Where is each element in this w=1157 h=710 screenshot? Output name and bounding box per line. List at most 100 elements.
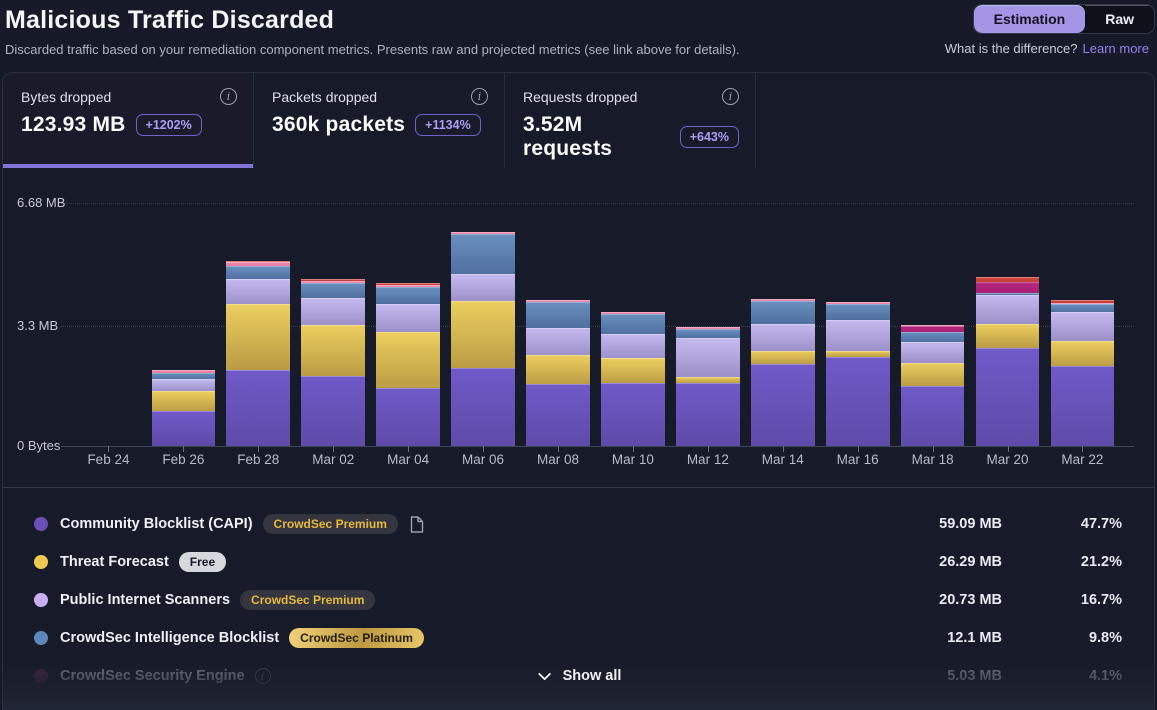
series-color-dot <box>34 517 48 531</box>
bar-slot <box>71 168 146 452</box>
tab-label: Requests dropped <box>523 88 638 105</box>
bar-segment <box>526 355 590 385</box>
x-axis-tick <box>258 446 260 452</box>
stacked-bar[interactable] <box>451 231 515 446</box>
bar-segment <box>1050 304 1115 313</box>
legend-percent: 9.8% <box>1088 630 1122 646</box>
stacked-bar[interactable] <box>601 312 665 446</box>
x-axis-tick <box>782 446 784 452</box>
header: Malicious Traffic Discarded Discarded tr… <box>0 0 1157 70</box>
tab-packets-dropped[interactable]: Packets dropped i 360k packets +1134% <box>254 73 505 168</box>
x-tick-label: Mar 06 <box>462 452 505 467</box>
x-tick-label: Mar 16 <box>836 452 879 467</box>
stacked-bar[interactable] <box>226 260 291 446</box>
tab-requests-dropped[interactable]: Requests dropped i 3.52M requests +643% <box>505 73 756 168</box>
bar-segment <box>601 312 665 314</box>
legend-percent: 47.7% <box>1080 516 1122 532</box>
legend-label: CrowdSec Security Engine <box>60 668 245 684</box>
info-icon[interactable]: i <box>722 88 739 105</box>
bar-slot <box>670 168 745 452</box>
info-icon[interactable]: i <box>471 88 488 105</box>
premium-badge: CrowdSec Premium <box>240 590 376 610</box>
legend-value: 20.73 MB <box>939 592 1002 608</box>
plot-area <box>71 168 1120 452</box>
document-icon[interactable] <box>410 515 424 533</box>
bar-segment <box>1050 366 1115 446</box>
tab-label: Bytes dropped <box>21 88 112 105</box>
legend-row-community-blocklist[interactable]: Community Blocklist (CAPI) CrowdSec Prem… <box>34 505 1122 543</box>
info-icon[interactable]: i <box>254 668 271 684</box>
toggle-option-estimation[interactable]: Estimation <box>973 5 1086 33</box>
toggle-option-raw[interactable]: Raw <box>1085 5 1154 33</box>
bar-segment <box>301 280 366 284</box>
bar-segment <box>226 279 291 305</box>
x-tick-label: Feb 28 <box>237 452 280 467</box>
bar-slot <box>296 168 371 452</box>
bar-slot <box>895 168 970 452</box>
stacked-bar[interactable] <box>750 299 815 446</box>
bar-segment <box>825 303 890 320</box>
stacked-bar[interactable] <box>975 277 1040 446</box>
bar-slot <box>745 168 820 452</box>
bar-slot <box>595 168 670 452</box>
chevron-down-icon <box>537 672 551 680</box>
info-icon[interactable]: i <box>220 88 237 105</box>
bar-segment <box>226 260 291 263</box>
x-axis-tick <box>1082 446 1084 452</box>
delta-badge: +1134% <box>415 114 481 136</box>
legend-value: 5.03 MB <box>947 668 1002 684</box>
tab-bytes-dropped[interactable]: Bytes dropped i 123.93 MB +1202% <box>3 73 254 168</box>
bar-segment <box>376 332 440 389</box>
stacked-bar[interactable] <box>900 324 965 446</box>
bar-segment <box>975 292 1040 296</box>
x-axis-labels: Feb 24 Feb 26 Feb 28 Mar 02 Mar 04 Mar 06 Mar … <box>71 452 1120 467</box>
legend-row-threat-forecast[interactable]: Threat Forecast Free 26.29 MB 21.2% <box>34 543 1122 581</box>
bar-segment <box>376 304 440 333</box>
legend-value: 26.29 MB <box>939 554 1002 570</box>
page-title: Malicious Traffic Discarded <box>5 6 335 34</box>
bar-segment <box>676 328 740 339</box>
bar-segment <box>151 370 216 373</box>
stacked-bar[interactable] <box>301 279 366 446</box>
stacked-bar[interactable] <box>676 327 740 446</box>
delta-badge: +1202% <box>135 114 202 136</box>
metric-tabs: Bytes dropped i 123.93 MB +1202% Packets… <box>3 73 1154 168</box>
bar-segment <box>226 265 291 280</box>
bar-segment <box>900 341 965 364</box>
stacked-bar[interactable] <box>1050 300 1115 446</box>
bar-segment <box>750 300 815 325</box>
x-tick-label: Mar 14 <box>761 452 804 467</box>
stacked-bar[interactable] <box>825 301 890 446</box>
bar-segment <box>526 300 590 302</box>
tab-value: 3.52M requests <box>523 113 613 160</box>
learn-more-link[interactable]: Learn more <box>1082 41 1149 56</box>
stacked-bar[interactable] <box>376 283 440 446</box>
bar-segment <box>601 334 665 358</box>
bar-segment <box>750 363 815 446</box>
bar-segment <box>451 367 515 446</box>
legend-row-intelligence-blocklist[interactable]: CrowdSec Intelligence Blocklist CrowdSec… <box>34 619 1122 657</box>
stacked-bar[interactable] <box>151 370 216 446</box>
stacked-bar[interactable] <box>526 300 590 446</box>
series-color-dot <box>34 555 48 569</box>
bar-segment <box>301 376 366 446</box>
x-axis-tick <box>1007 446 1009 452</box>
show-all-button[interactable]: Show all <box>536 657 621 695</box>
bar-segment <box>151 411 216 446</box>
series-color-dot <box>34 631 48 645</box>
x-tick-label: Mar 10 <box>611 452 654 467</box>
x-axis-tick <box>632 446 634 452</box>
legend-row-public-internet-scanners[interactable]: Public Internet Scanners CrowdSec Premiu… <box>34 581 1122 619</box>
x-tick-label: Mar 02 <box>312 452 355 467</box>
help-line: What is the difference? Learn more <box>945 41 1149 56</box>
bar-segment <box>301 279 366 281</box>
bar-segment <box>825 301 890 304</box>
bar-segment <box>750 299 815 301</box>
bar-segment <box>526 327 590 356</box>
bar-slot <box>146 168 221 452</box>
bar-segment <box>151 379 216 392</box>
bar-slot <box>371 168 446 452</box>
bar-segment <box>676 383 740 446</box>
bar-segment <box>376 388 440 446</box>
tab-value: 123.93 MB <box>21 113 126 136</box>
